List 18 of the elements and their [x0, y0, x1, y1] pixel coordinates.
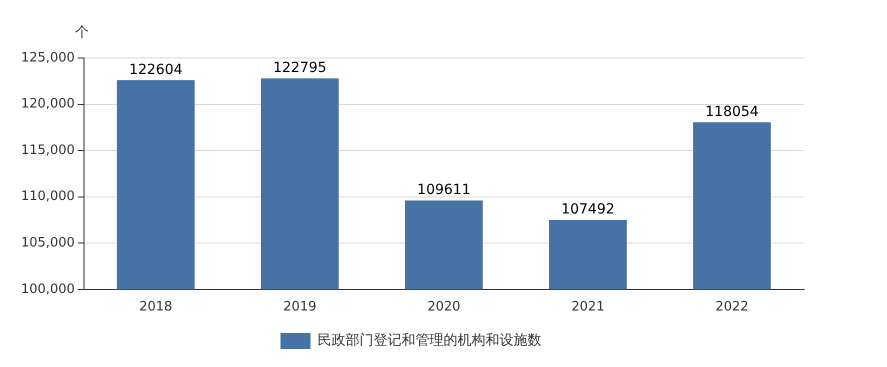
x-tick-label: 2020 — [427, 300, 460, 315]
data-label: 109611 — [417, 182, 471, 198]
data-label: 122604 — [129, 62, 183, 78]
y-tick-label: 105,000 — [20, 235, 75, 250]
data-label: 122795 — [273, 60, 327, 76]
x-tick-label: 2021 — [571, 300, 604, 315]
x-tick-label: 2018 — [139, 300, 172, 315]
y-tick-label: 110,000 — [20, 189, 75, 204]
data-label: 118054 — [705, 104, 759, 120]
x-tick-label: 2019 — [283, 300, 316, 315]
y-tick-label: 120,000 — [20, 96, 75, 112]
data-label: 107492 — [561, 202, 615, 218]
y-axis-title: 个 — [74, 24, 89, 41]
y-tick-label: 100,000 — [20, 282, 75, 297]
legend-label: 民政部门登记和管理的机构和设施数 — [318, 332, 542, 349]
y-tick-label: 115,000 — [20, 142, 75, 158]
x-tick-label: 2022 — [715, 300, 749, 315]
y-tick-label: 125,000 — [20, 50, 75, 66]
